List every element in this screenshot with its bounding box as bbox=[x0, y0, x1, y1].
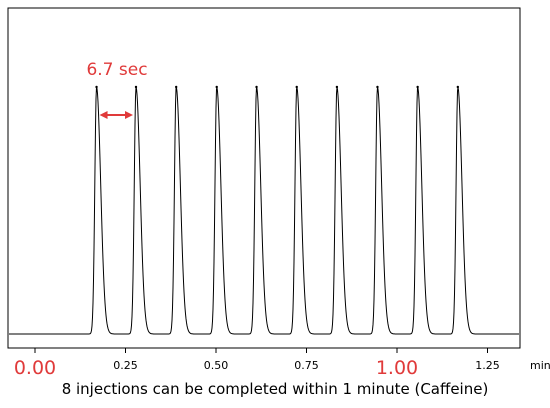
x-tick-label: 0.75 bbox=[294, 359, 319, 372]
x-tick-label: 1.00 bbox=[376, 357, 418, 379]
peak-5 bbox=[255, 85, 258, 89]
peak-1 bbox=[95, 85, 98, 89]
x-tick-label: 0.50 bbox=[204, 359, 229, 372]
peak-6 bbox=[295, 85, 298, 89]
peak-3 bbox=[174, 85, 178, 89]
annotation-arrowhead-left bbox=[99, 111, 108, 119]
x-tick-label: 0.25 bbox=[113, 359, 138, 372]
plot-frame bbox=[7, 7, 521, 349]
chart-caption: 8 injections can be completed within 1 m… bbox=[61, 380, 489, 398]
peak-8 bbox=[376, 85, 379, 89]
x-axis-unit: min bbox=[530, 359, 550, 372]
x-tick-label: 1.25 bbox=[475, 359, 500, 372]
annotation-arrowhead-right bbox=[124, 111, 133, 119]
chromatogram-trace bbox=[9, 86, 519, 335]
peak-9 bbox=[416, 85, 419, 89]
annotation-label: 6.7 sec bbox=[86, 60, 147, 80]
peak-4 bbox=[215, 85, 218, 89]
peak-7 bbox=[335, 85, 339, 89]
peak-2 bbox=[134, 85, 138, 89]
x-tick-label: 0.00 bbox=[14, 357, 56, 379]
peak-10 bbox=[456, 85, 460, 89]
